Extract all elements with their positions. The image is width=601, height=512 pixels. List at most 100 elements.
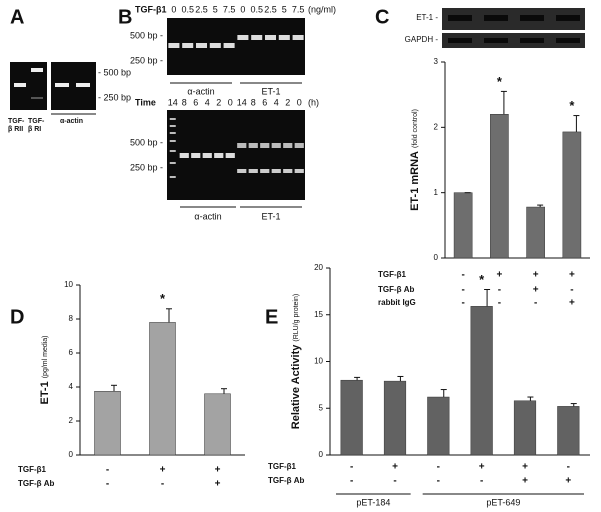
- blot-band: [556, 38, 580, 43]
- condition-name: TGF-β1: [378, 270, 407, 279]
- y-tick-label: 2: [434, 122, 439, 131]
- gel-band: [182, 43, 194, 48]
- group-label: α-actin: [187, 86, 214, 96]
- blot-band: [484, 38, 508, 43]
- marker-label: 250 bp -: [130, 162, 163, 172]
- gel-band: [292, 35, 304, 40]
- lane-header: 14: [168, 97, 178, 107]
- condition-name: TGF-β1: [18, 465, 47, 474]
- y-tick-label: 3: [434, 57, 439, 66]
- gel-band: [191, 153, 201, 158]
- gel-band: [195, 43, 208, 48]
- condition-mark: +: [522, 476, 528, 487]
- bar: [383, 380, 407, 456]
- gel-band: [55, 83, 69, 87]
- y-tick-label: 4: [69, 382, 74, 391]
- gel-band: [260, 143, 270, 148]
- group-label: ET-1: [261, 86, 280, 96]
- lane-label: TGF-β RI: [28, 118, 45, 133]
- gel-band: [76, 83, 90, 87]
- y-tick-label: 10: [314, 357, 323, 366]
- lane-label: TGF-β RII: [8, 118, 25, 133]
- condition-mark: +: [160, 465, 166, 476]
- lane-header: 5: [282, 4, 287, 14]
- blot-band: [520, 15, 544, 21]
- lane-header: 14: [237, 97, 247, 107]
- lane-header: 6: [193, 97, 198, 107]
- gel-band: [271, 143, 281, 148]
- unit-label: (h): [308, 97, 319, 107]
- y-tick-label: 0: [434, 253, 439, 262]
- gel-band: [294, 143, 304, 148]
- gel-band: [209, 43, 221, 48]
- condition-mark: -: [498, 298, 501, 309]
- condition-mark: -: [350, 462, 353, 473]
- lane-header: 5: [213, 4, 218, 14]
- lane-header: 0: [297, 97, 302, 107]
- condition-mark: -: [534, 298, 537, 309]
- condition-mark: +: [479, 462, 485, 473]
- bar: [94, 391, 121, 456]
- gel-band: [225, 153, 235, 158]
- y-label-unit: (pg/ml media): [42, 335, 49, 378]
- panel-label: B: [118, 6, 132, 28]
- gel-band: [31, 68, 43, 72]
- y-label-main: Relative Activity: [290, 344, 302, 429]
- condition-mark: +: [533, 285, 539, 296]
- significance-star: *: [160, 291, 166, 306]
- condition-mark: +: [533, 270, 539, 281]
- condition-mark: -: [106, 465, 109, 476]
- ladder-band: [169, 118, 176, 120]
- group-label: α-actin: [194, 211, 221, 221]
- condition-mark: -: [567, 462, 570, 473]
- y-tick-label: 5: [319, 403, 324, 412]
- marker-label: - 500 bp: [98, 67, 131, 77]
- panel-label: D: [10, 306, 24, 328]
- bar: [526, 206, 545, 259]
- lane-header: 7.5: [292, 4, 305, 14]
- gel-band: [202, 153, 212, 158]
- y-label-unit: (RLU/g protein): [293, 294, 300, 342]
- y-tick-label: 2: [69, 416, 74, 425]
- condition-mark: -: [350, 476, 353, 487]
- gel-band: [260, 169, 270, 173]
- ladder-band: [169, 176, 176, 178]
- bar: [453, 192, 473, 259]
- y-tick-label: 0: [69, 450, 74, 459]
- condition-name: TGF-β Ab: [378, 285, 415, 294]
- gel: [167, 110, 305, 200]
- gel-band: [214, 153, 224, 158]
- condition-mark: -: [570, 285, 573, 296]
- condition-mark: +: [569, 270, 575, 281]
- header-label: TGF-β1: [135, 4, 167, 14]
- blot: [442, 8, 585, 30]
- condition-name: TGF-β1: [268, 462, 297, 471]
- condition-mark: -: [461, 298, 464, 309]
- blot: [442, 33, 585, 48]
- panel-label: C: [375, 6, 389, 28]
- unit-label: (ng/ml): [308, 4, 336, 14]
- lane-header: 0: [228, 97, 233, 107]
- gel-band: [179, 153, 189, 158]
- condition-mark: +: [565, 476, 571, 487]
- condition-name: TGF-β Ab: [268, 476, 305, 485]
- blot-label: GAPDH -: [405, 35, 439, 44]
- ladder-band: [169, 125, 176, 127]
- gel-band: [223, 43, 235, 48]
- lane-header: 8: [251, 97, 256, 107]
- panel-label: E: [265, 306, 278, 328]
- panel-label: A: [10, 6, 24, 28]
- y-tick-label: 15: [314, 310, 323, 319]
- condition-mark: -: [437, 476, 440, 487]
- lane-header: 2: [216, 97, 221, 107]
- gel-band: [294, 169, 304, 173]
- significance-star: *: [569, 98, 575, 113]
- gel-band: [237, 35, 249, 40]
- gel-band: [271, 169, 281, 173]
- bar: [562, 131, 582, 259]
- condition-mark: +: [215, 465, 221, 476]
- gel-band: [237, 143, 247, 148]
- bar: [149, 322, 176, 456]
